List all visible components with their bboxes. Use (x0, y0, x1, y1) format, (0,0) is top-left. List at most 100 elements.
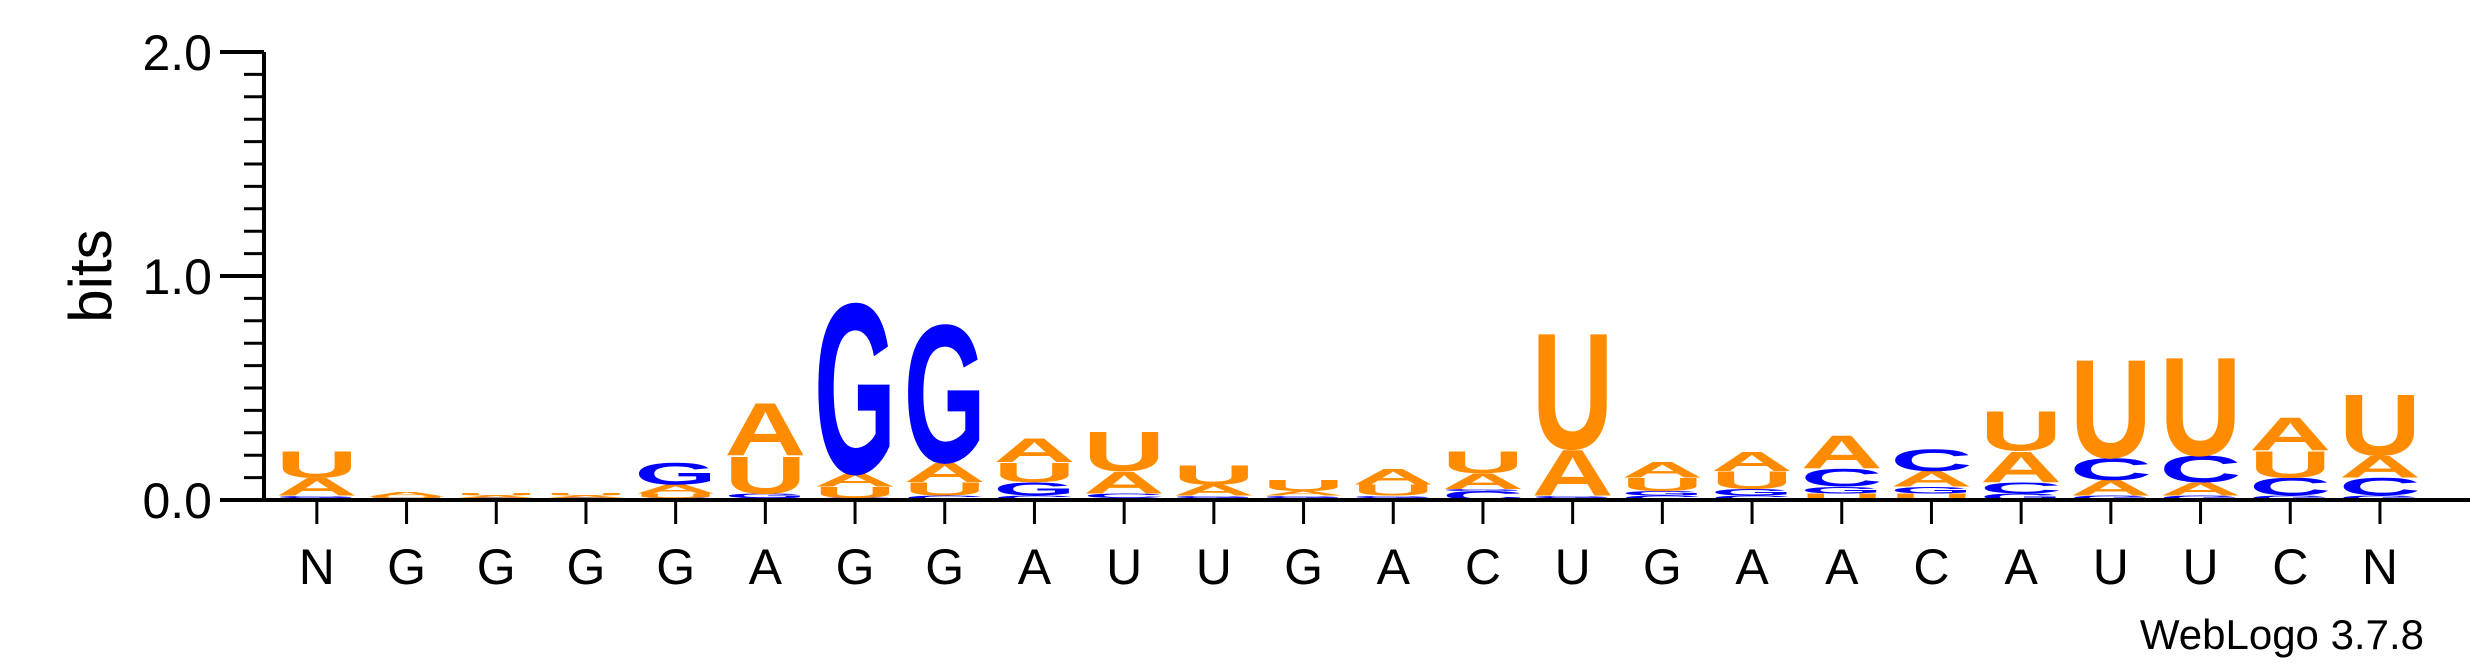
x-tick-label: U (2182, 539, 2218, 595)
x-tick-label: G (925, 539, 964, 595)
logo-glyph-a: A (635, 482, 717, 496)
x-tick-label: U (1106, 539, 1142, 595)
logo-glyph-c: C (1890, 443, 1972, 478)
logo-glyph-u: U (2160, 329, 2242, 486)
logo-glyph-g: G (2160, 494, 2242, 501)
logo-glyph-u: U (2339, 377, 2421, 475)
logo-glyph-a: A (1173, 482, 1255, 499)
x-tick-label: A (1735, 539, 1769, 595)
logo-glyph-a: A (276, 473, 358, 501)
logo-glyph-u: U (814, 484, 896, 501)
x-tick-label: G (836, 539, 875, 595)
logo-glyph-g: G (635, 457, 717, 492)
logo-glyph-a: A (1890, 467, 1972, 491)
logo-glyph-a: A (904, 457, 986, 489)
logo-glyph-u: U (455, 493, 537, 497)
logo-glyph-c: C (2160, 448, 2242, 490)
logo-glyph-u: U (1083, 420, 1165, 483)
logo-glyph-u: U (545, 493, 627, 497)
logo-glyph-g: G (2249, 494, 2331, 501)
logo-glyph-u: U (724, 445, 806, 504)
logo-glyphs: CGAUGCUACGAUCGAUCUAGCGUACUAGCUAGCGUAGCAU… (276, 252, 2421, 525)
logo-glyph-g: G (1890, 485, 1972, 496)
logo-glyph-u: U (1442, 445, 1524, 480)
logo-glyph-g: G (1173, 495, 1255, 498)
logo-glyph-u: U (1621, 474, 1703, 495)
logo-glyph-g: G (1980, 491, 2062, 502)
weblogo-credit: WebLogo 3.7.8 (2140, 611, 2424, 658)
x-tick-label: A (1377, 539, 1411, 595)
logo-glyph-g: G (276, 495, 358, 498)
x-tick-label: G (477, 539, 516, 595)
logo-glyph-a: A (455, 495, 537, 499)
logo-glyph-a: A (545, 495, 627, 499)
logo-glyph-u: U (366, 496, 448, 498)
logo-glyph-a: A (2070, 476, 2152, 500)
logo-glyph-c: C (993, 494, 1075, 501)
logo-glyph-u: U (1890, 492, 1972, 502)
logo-glyph-c: C (1980, 479, 2062, 496)
logo-glyph-u: U (1980, 400, 2062, 463)
logo-glyph-g: G (1442, 488, 1524, 491)
logo-glyph-u: U (276, 443, 358, 485)
logo-glyph-a: A (1801, 427, 1883, 479)
logo-glyph-a: A (1442, 469, 1524, 493)
logo-glyph-u: U (1352, 482, 1434, 499)
logo-glyph-u: U (1711, 467, 1793, 495)
logo-glyph-g: G (1352, 495, 1434, 498)
x-tick-label: A (749, 539, 783, 595)
logo-glyph-g: G (1621, 490, 1703, 497)
x-tick-label: C (1913, 539, 1949, 595)
logo-glyph-u: U (1801, 492, 1883, 502)
logo-glyph-c: C (1801, 464, 1883, 492)
x-tick-label: A (1018, 539, 1052, 595)
logo-glyph-u: U (1173, 459, 1255, 491)
logo-glyph-a: A (724, 388, 806, 471)
logo-glyph-c: C (2070, 452, 2152, 487)
logo-glyph-a: A (1352, 465, 1434, 489)
logo-glyph-u: U (1532, 299, 1614, 485)
x-tick-label: U (1196, 539, 1232, 595)
logo-glyph-u: U (993, 457, 1075, 489)
logo-glyph-c: C (1621, 494, 1703, 501)
logo-glyph-a: A (1532, 436, 1614, 510)
x-tick-label: A (2004, 539, 2038, 595)
x-tick-label: G (566, 539, 605, 595)
logo-glyph-u: U (2249, 443, 2331, 485)
logo-glyph-u: U (904, 479, 986, 500)
y-tick-label: 1.0 (142, 249, 212, 305)
x-tick-label: G (387, 539, 426, 595)
logo-glyph-a: A (2339, 449, 2421, 484)
y-axis-label: bits (57, 229, 124, 322)
x-tick-label: U (1555, 539, 1591, 595)
x-tick-label: N (299, 539, 335, 595)
logo-glyph-u: U (2070, 331, 2152, 488)
logo-glyph-u: U (635, 492, 717, 499)
logo-glyph-g: G (1263, 495, 1345, 498)
logo-glyph-a: A (366, 491, 448, 498)
logo-glyph-c: C (1083, 492, 1165, 499)
logo-glyph-a: A (1083, 465, 1165, 500)
y-tick-label: 0.0 (142, 473, 212, 529)
x-tick-label: G (1284, 539, 1323, 595)
y-ticks: 0.0 1.0 2.0 (142, 25, 264, 529)
y-tick-label: 2.0 (142, 25, 212, 81)
logo-glyph-g: G (814, 252, 896, 525)
logo-glyph-c: C (2339, 473, 2421, 501)
logo-glyph-a: A (1711, 445, 1793, 477)
logo-glyph-g: G (2070, 494, 2152, 501)
x-tick-label: G (1643, 539, 1682, 595)
logo-glyph-g: G (904, 285, 986, 504)
logo-glyph-a: A (1621, 458, 1703, 482)
logo-glyph-g: G (724, 492, 806, 499)
x-tick-label: G (656, 539, 695, 595)
logo-glyph-c: C (904, 494, 986, 501)
logo-glyph-a: A (2249, 409, 2331, 461)
logo-glyph-a: A (1980, 443, 2062, 492)
x-tick-label: U (2093, 539, 2129, 595)
logo-glyph-g: G (993, 479, 1075, 500)
x-tick-label: A (1825, 539, 1859, 595)
logo-glyph-g: G (2339, 494, 2421, 501)
